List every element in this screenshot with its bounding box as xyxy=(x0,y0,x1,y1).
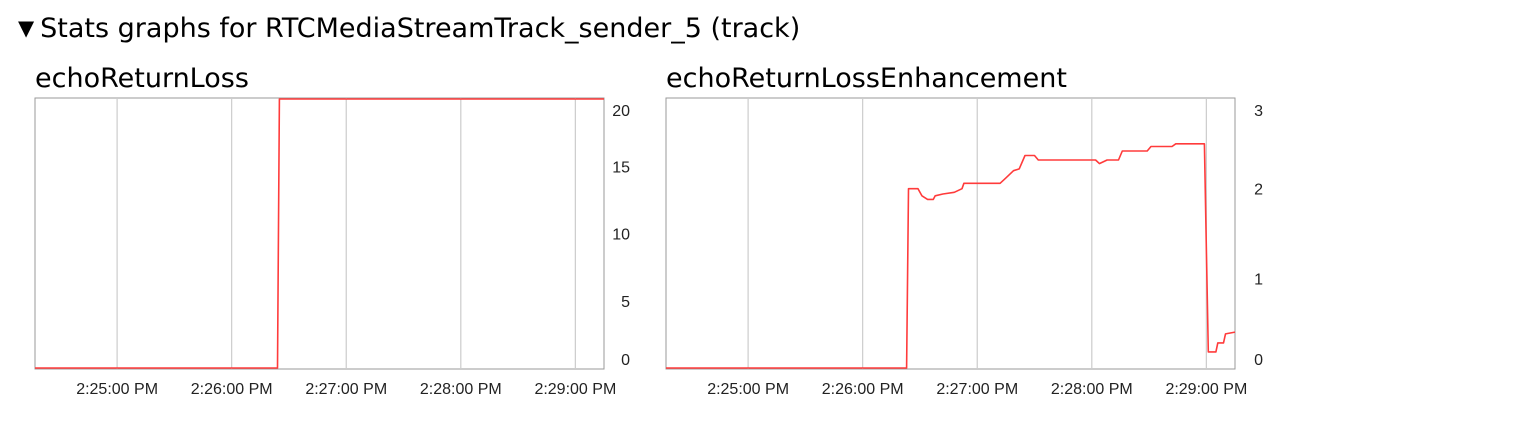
series-line xyxy=(666,143,1236,369)
y-tick-label: 20 xyxy=(612,103,630,120)
y-tick-label: 15 xyxy=(612,159,630,176)
x-tick-label: 2:26:00 PM xyxy=(191,381,273,398)
section-title: Stats graphs for RTCMediaStreamTrack_sen… xyxy=(40,12,801,44)
x-tick-label: 2:27:00 PM xyxy=(936,381,1018,398)
graph-title-echo-return-loss-enhancement: echoReturnLossEnhancement xyxy=(666,63,1067,94)
graph-title-echo-return-loss: echoReturnLoss xyxy=(35,63,249,94)
y-tick-label: 1 xyxy=(1254,271,1263,288)
x-tick-label: 2:25:00 PM xyxy=(707,381,789,398)
x-tick-label: 2:27:00 PM xyxy=(305,381,387,398)
y-tick-label: 0 xyxy=(1254,352,1263,369)
y-tick-label: 2 xyxy=(1254,182,1263,199)
plot-frame xyxy=(665,97,1236,370)
stats-graphs-header[interactable]: ▼ Stats graphs for RTCMediaStreamTrack_s… xyxy=(18,8,800,48)
x-tick-label: 2:29:00 PM xyxy=(534,381,616,398)
plot-frame xyxy=(34,97,605,370)
x-tick-label: 2:28:00 PM xyxy=(420,381,502,398)
y-tick-label: 5 xyxy=(621,294,630,311)
y-tick-label: 3 xyxy=(1254,103,1263,120)
collapse-triangle-icon[interactable]: ▼ xyxy=(18,16,35,40)
x-tick-label: 2:29:00 PM xyxy=(1165,381,1247,398)
x-tick-label: 2:25:00 PM xyxy=(76,381,158,398)
x-tick-label: 2:28:00 PM xyxy=(1051,381,1133,398)
series-line xyxy=(35,98,604,369)
y-tick-label: 10 xyxy=(612,227,630,244)
x-tick-label: 2:26:00 PM xyxy=(822,381,904,398)
y-tick-label: 0 xyxy=(621,352,630,369)
